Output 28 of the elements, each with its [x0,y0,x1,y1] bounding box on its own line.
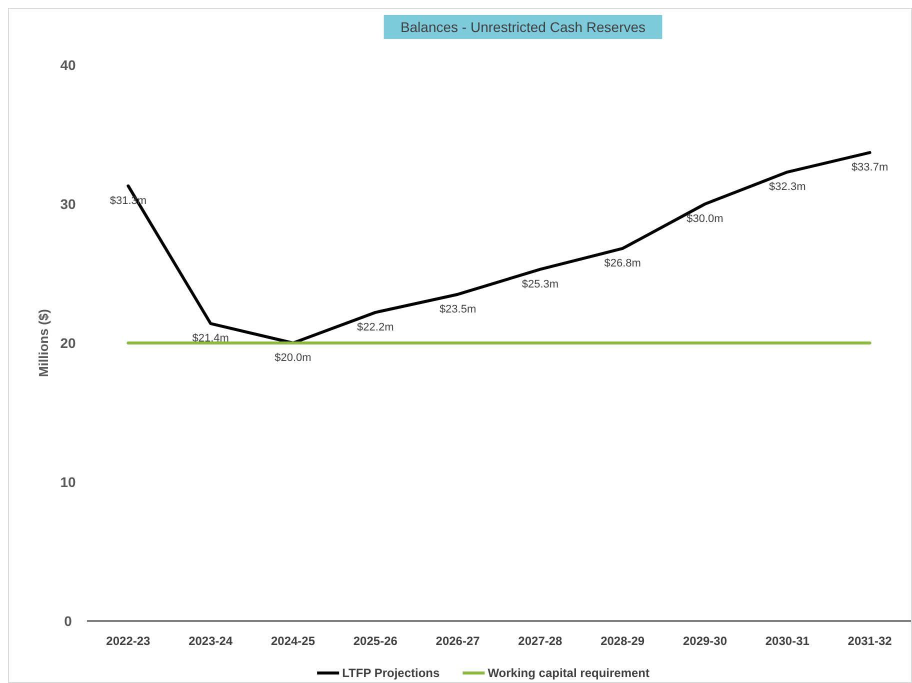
y-axis-title: Millions ($) [36,309,51,377]
legend-label: LTFP Projections [342,666,440,680]
data-label: $21.4m [192,332,229,345]
data-label: $22.2m [357,321,394,334]
x-tick-label: 2026-27 [436,634,480,648]
x-tick-label: 2024-25 [270,634,316,648]
data-label: $25.3m [522,278,559,290]
x-tick-label: 2030-31 [765,634,810,648]
chart-title: Balances - Unrestricted Cash Reserves [400,19,646,35]
x-tick-label: 2029-30 [682,634,728,648]
data-label: $20.0m [274,352,312,364]
x-tick-label: 2028-29 [600,634,645,648]
y-tick-label: 20 [60,335,76,351]
y-tick-label: 30 [60,196,76,212]
legend-label: Working capital requirement [488,666,650,680]
data-label: $23.5m [439,303,476,316]
y-tick-label: 40 [60,57,76,73]
x-tick-label: 2025-26 [353,634,398,648]
x-tick-label: 2027-28 [518,634,563,648]
x-tick-label: 2031-32 [848,634,892,648]
y-tick-label: 0 [64,613,72,629]
y-tick-label: 10 [60,474,76,490]
data-label: $26.8m [604,257,641,270]
data-label: $30.0m [686,213,724,225]
data-label: $33.7m [851,162,888,174]
x-tick-label: 2023-24 [188,634,233,648]
x-tick-label: 2022-23 [106,634,151,648]
data-label: $32.3m [769,181,806,194]
